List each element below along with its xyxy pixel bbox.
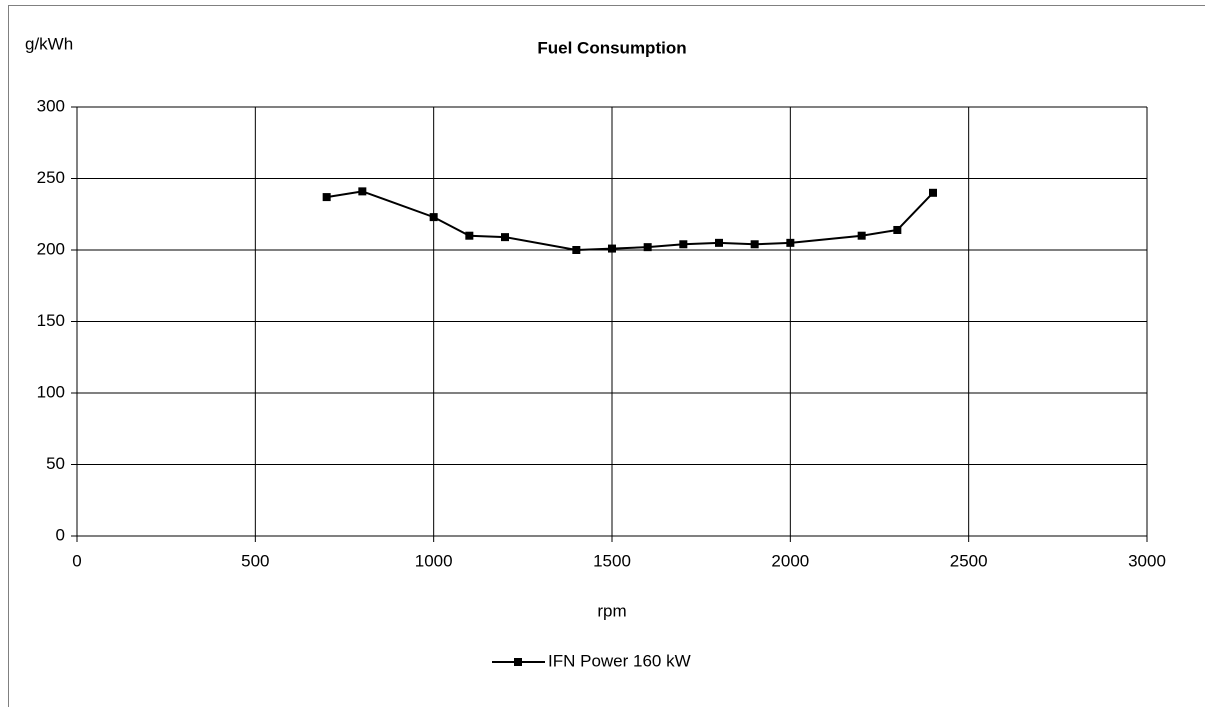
x-tick-label: 1500 [593,551,631,570]
chart-frame [8,5,1205,707]
x-tick-label: 3000 [1128,551,1166,570]
y-tick-label: 200 [37,239,65,258]
point-marker [679,240,688,249]
point-marker [786,238,795,247]
y-tick-label: 300 [37,96,65,115]
x-tick-label: 0 [72,551,81,570]
x-tick-label: 500 [241,551,269,570]
x-tick-label: 2500 [950,551,988,570]
x-tick-label: 2000 [771,551,809,570]
point-marker [358,187,367,196]
legend-label: IFN Power 160 kW [548,651,691,670]
y-tick-label: 50 [46,454,65,473]
point-marker [322,193,331,202]
point-marker [929,188,937,197]
point-marker [893,225,902,234]
x-tick-label: 1000 [415,551,453,570]
point-marker [750,240,759,249]
y-tick-label: 250 [37,168,65,187]
point-marker [501,233,509,242]
series-line [326,190,934,252]
point-marker [857,231,866,240]
y-axis-label: g/kWh [25,34,73,53]
point-marker [429,213,438,222]
legend-marker [514,658,522,666]
point-marker [465,231,474,240]
y-tick-label: 150 [37,311,65,330]
y-tick-label: 0 [56,525,65,544]
chart-title: Fuel Consumption [537,38,686,57]
x-axis-label: rpm [597,601,626,620]
point-marker [608,244,616,253]
point-marker [715,238,723,247]
y-tick-label: 100 [37,382,65,401]
point-marker [643,243,652,252]
point-marker [572,246,581,254]
